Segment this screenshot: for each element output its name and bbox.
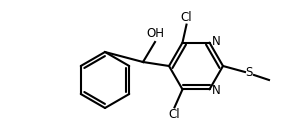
Text: N: N — [212, 35, 220, 48]
Text: N: N — [212, 84, 220, 97]
Text: OH: OH — [146, 27, 164, 40]
Text: S: S — [245, 66, 253, 78]
Text: Cl: Cl — [181, 11, 192, 24]
Text: Cl: Cl — [169, 108, 180, 121]
